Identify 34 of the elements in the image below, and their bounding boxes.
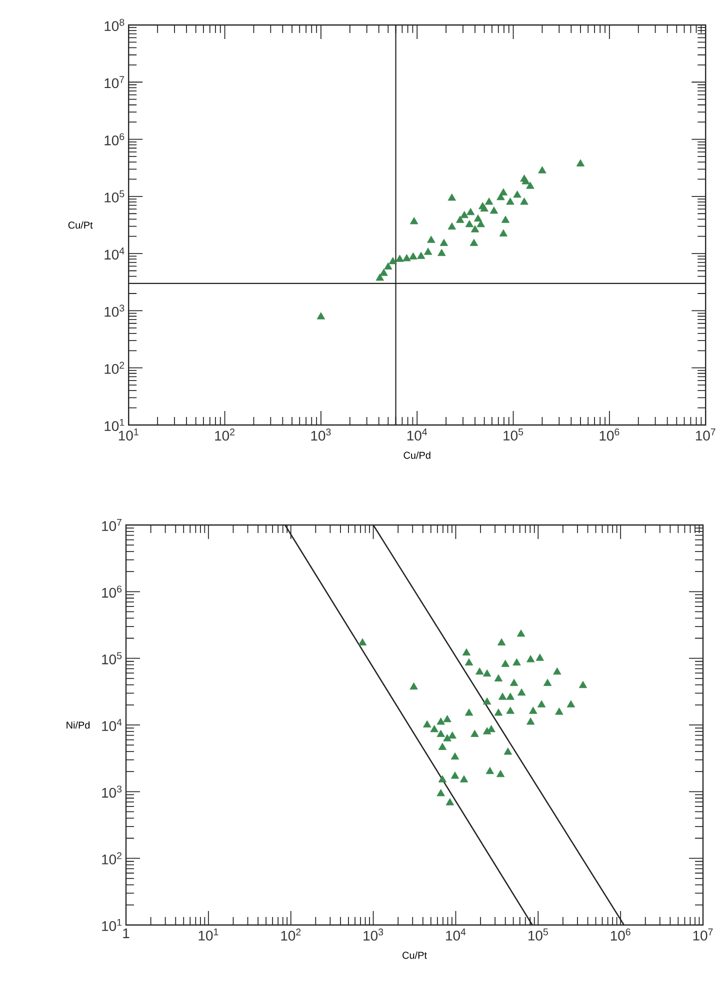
y-tick-label: 10$^{3}$ <box>104 304 124 317</box>
y-tick-label: 10$^{4}$ <box>102 718 122 732</box>
y-tick-label: 10$^{4}$ <box>104 248 124 260</box>
x-tick-label: 10$^{6}$ <box>610 928 630 941</box>
x-axis-title: Cu/Pt <box>402 952 427 959</box>
y-axis-title: Ni/Pd <box>66 721 90 729</box>
y-tick-label: 10$^{7}$ <box>104 76 124 88</box>
y-tick-label: 10$^{6}$ <box>102 586 122 598</box>
x-tick-label: 10$^{7}$ <box>693 928 713 941</box>
x-axis-title: Cu/Pd <box>404 452 430 459</box>
y-axis-title: Cu/Pt <box>68 221 93 229</box>
y-tick-label: 10$^{5}$ <box>102 652 122 664</box>
x-tick-label: 10$^{3}$ <box>364 928 384 941</box>
y-tick-label: 10$^{5}$ <box>104 190 124 202</box>
x-tick-label: 10$^{2}$ <box>215 428 234 441</box>
y-tick-label: 10$^{6}$ <box>104 133 124 146</box>
y-tick-label: 10$^{1}$ <box>104 418 124 432</box>
x-tick-label: 10$^{4}$ <box>446 928 466 941</box>
x-tick-label: 1 <box>123 928 130 938</box>
x-tick-label: 10$^{6}$ <box>600 428 620 441</box>
x-tick-label: 10$^{2}$ <box>281 928 301 941</box>
y-tick-label: 10$^{7}$ <box>102 518 122 532</box>
y-tick-label: 10$^{3}$ <box>102 786 122 798</box>
x-tick-label: 10$^{4}$ <box>407 428 428 441</box>
x-tick-label: 10$^{5}$ <box>528 928 548 941</box>
y-tick-label: 10$^{2}$ <box>104 362 124 374</box>
y-tick-label: 10$^{8}$ <box>104 18 124 32</box>
x-tick-label: 10$^{7}$ <box>696 428 716 441</box>
x-tick-label: 10$^{5}$ <box>504 428 524 441</box>
x-tick-label: 10$^{3}$ <box>311 428 331 441</box>
y-tick-label: 10$^{2}$ <box>102 852 122 864</box>
x-tick-label: 10$^{1}$ <box>198 928 218 941</box>
y-tick-label: 10$^{1}$ <box>102 918 122 932</box>
x-tick-label: 10$^{1}$ <box>118 428 138 441</box>
